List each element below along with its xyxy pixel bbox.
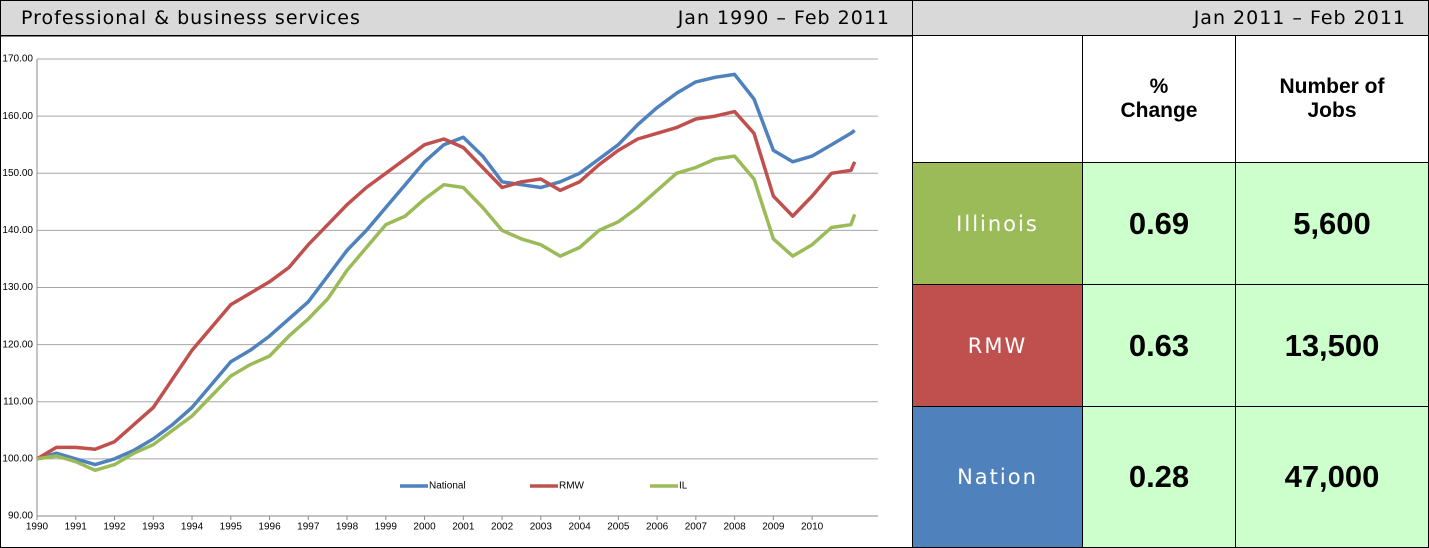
x-tick-label: 1993 [142, 522, 165, 533]
y-tick-label: 170.00 [2, 54, 33, 65]
y-tick-label: 160.00 [2, 111, 33, 122]
x-tick-label: 1991 [65, 522, 88, 533]
number-of-jobs: 13,500 [1235, 284, 1429, 407]
series-line [36, 154, 857, 473]
x-tick-label: 2003 [530, 522, 553, 533]
x-tick-label: 1997 [297, 522, 320, 533]
series-line [36, 72, 856, 467]
y-tick-label: 130.00 [2, 282, 33, 293]
row-label-cell: Illinois [912, 162, 1083, 285]
x-tick-label: 2005 [607, 522, 630, 533]
series-line [36, 109, 857, 461]
x-tick-label: 2002 [491, 522, 514, 533]
x-tick-label: 2009 [762, 522, 785, 533]
number-of-jobs: 5,600 [1235, 162, 1429, 285]
table-header: Jan 2011 – Feb 2011 [912, 0, 1429, 36]
x-tick-label: 1996 [258, 522, 281, 533]
y-tick-label: 90.00 [8, 511, 33, 522]
chart-header: Professional & business services Jan 199… [0, 0, 913, 36]
percent-change: 0.69 [1082, 162, 1236, 285]
y-tick-label: 110.00 [3, 396, 33, 407]
legend-label: RMW [559, 481, 585, 492]
header-range: Jan 1990 – Feb 2011 [677, 7, 890, 29]
y-tick-label: 120.00 [2, 339, 33, 350]
legend-label: IL [679, 481, 688, 492]
x-tick-label: 2008 [723, 522, 746, 533]
corner-cell [912, 35, 1083, 163]
y-tick-label: 150.00 [2, 168, 33, 179]
y-tick-label: 140.00 [2, 225, 33, 236]
x-tick-label: 1998 [336, 522, 359, 533]
row-label-cell: RMW [912, 284, 1083, 407]
column-header: Number of Jobs [1235, 35, 1429, 163]
x-tick-label: 1995 [220, 522, 243, 533]
chart: 90.00 100.00 110.00 120.00 130.00 140.00 150.0… [0, 36, 913, 548]
percent-change: 0.28 [1082, 406, 1236, 548]
x-tick-label: 2007 [685, 522, 708, 533]
x-tick-label: 2001 [452, 522, 475, 533]
x-tick-label: 2006 [646, 522, 669, 533]
x-tick-label: 1990 [26, 522, 49, 533]
legend-label: National [429, 481, 466, 492]
column-header: % Change [1082, 35, 1236, 163]
y-tick-label: 100.00 [2, 454, 33, 465]
chart-frame [0, 36, 913, 548]
x-tick-label: 1992 [103, 522, 126, 533]
header-title: Professional & business services [21, 7, 361, 29]
x-tick-label: 2004 [568, 522, 591, 533]
x-tick-label: 1994 [181, 522, 204, 533]
header-period: Jan 2011 – Feb 2011 [1193, 7, 1406, 29]
number-of-jobs: 47,000 [1235, 406, 1429, 548]
x-tick-label: 2010 [801, 522, 824, 533]
row-label-cell: Nation [912, 406, 1083, 548]
percent-change: 0.63 [1082, 284, 1236, 407]
x-tick-label: 2000 [413, 522, 436, 533]
x-tick-label: 1999 [375, 522, 398, 533]
